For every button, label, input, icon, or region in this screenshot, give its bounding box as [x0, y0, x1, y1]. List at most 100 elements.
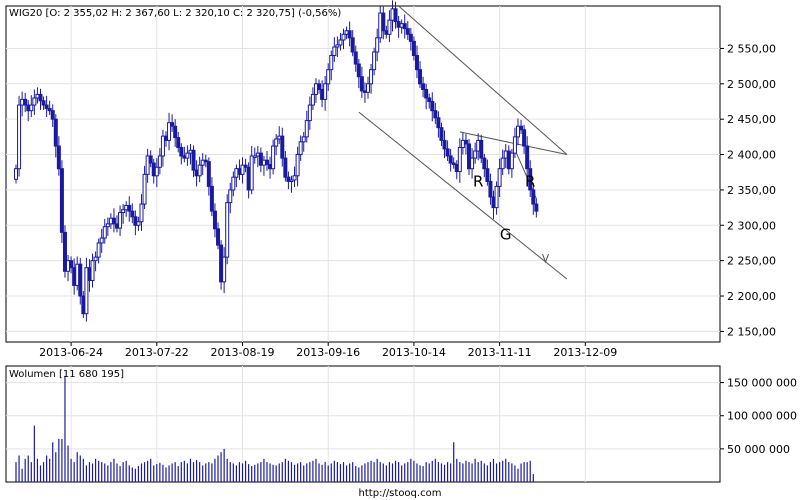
- candle-body: [427, 97, 432, 102]
- price-grid: [6, 6, 720, 342]
- candle-body: [289, 179, 294, 183]
- candle-body: [130, 210, 135, 218]
- candle-body: [197, 164, 202, 177]
- candle-body: [515, 125, 520, 138]
- price-x-tick-label: 2013-06-24: [39, 346, 103, 359]
- candle-body: [148, 155, 153, 164]
- candle-body: [503, 150, 508, 159]
- candle-body: [393, 8, 398, 23]
- price-y-tick-label: 2 400,00: [727, 149, 776, 162]
- candle-body: [26, 104, 31, 112]
- candle-body: [216, 228, 221, 246]
- pattern-label: R: [525, 172, 535, 190]
- candle-body: [14, 168, 18, 180]
- candle-body: [335, 44, 340, 48]
- candle-body: [59, 168, 64, 233]
- candle-body: [509, 152, 514, 170]
- candle-body: [243, 164, 248, 168]
- candle-body: [512, 136, 517, 154]
- candle-body: [75, 263, 80, 286]
- volume-y-tick-label: 50 000 000: [727, 443, 790, 456]
- price-x-axis: 2013-06-24 2013-07-22 2013-08-19 2013-09-16…: [39, 342, 617, 359]
- candle-body: [372, 51, 377, 71]
- candle-body: [167, 122, 172, 141]
- candle-body: [105, 223, 110, 228]
- candle-body: [384, 30, 389, 35]
- candle-body: [264, 159, 269, 165]
- candle-body: [32, 97, 37, 106]
- candle-body: [261, 159, 266, 166]
- candle-body: [494, 185, 499, 209]
- candle-body: [476, 139, 481, 152]
- pattern-label: G: [500, 225, 512, 243]
- price-legend: WIG20 [O: 2 355,02 H: 2 367,60 L: 2 320,…: [9, 8, 341, 19]
- candle-body: [454, 163, 459, 173]
- candle-body: [479, 139, 484, 159]
- volume-y-axis: 50 000 000 100 000 000 150 000 000: [720, 377, 797, 456]
- candle-body: [249, 155, 254, 191]
- candle-body: [488, 180, 493, 198]
- volume-y-tick-label: 100 000 000: [727, 410, 797, 423]
- candle-body: [396, 21, 401, 28]
- candle-body: [323, 83, 328, 100]
- candle-body: [405, 28, 410, 35]
- candle-body: [136, 221, 141, 226]
- candle-body: [56, 145, 61, 170]
- trend-line: [398, 5, 568, 155]
- candle-body: [209, 185, 214, 212]
- candle-body: [359, 76, 364, 92]
- candle-body: [173, 125, 178, 139]
- pattern-labels: R G R: [473, 172, 535, 243]
- arrow-head: [542, 253, 549, 264]
- candle-body: [268, 163, 273, 170]
- candle-body: [23, 98, 28, 106]
- candle-body: [234, 168, 239, 178]
- candle-body: [534, 203, 539, 212]
- candle-body: [203, 159, 208, 163]
- candle-body: [44, 104, 49, 110]
- candle-body: [430, 100, 435, 112]
- candle-body: [313, 83, 318, 95]
- candle-body: [176, 137, 181, 148]
- price-x-tick-label: 2013-12-09: [553, 346, 617, 359]
- candle-body: [29, 104, 34, 112]
- candle-body: [87, 267, 92, 281]
- candle-body: [252, 155, 257, 158]
- trend-lines: [358, 5, 568, 280]
- candle-body: [188, 149, 193, 154]
- candle-body: [99, 237, 104, 244]
- candle-body: [179, 146, 184, 157]
- candle-body: [118, 212, 123, 229]
- candle-body: [298, 141, 303, 156]
- candle-body: [307, 104, 312, 122]
- price-x-tick-label: 2013-10-14: [382, 346, 446, 359]
- candle-body: [421, 83, 426, 90]
- candle-body: [295, 154, 300, 177]
- candle-body: [185, 152, 190, 159]
- candle-body: [497, 168, 502, 187]
- volume-panel-frame: [5, 365, 721, 483]
- candle-body: [418, 69, 423, 85]
- candle-body: [102, 226, 107, 239]
- candle-body: [531, 189, 536, 205]
- candle-body: [127, 204, 132, 212]
- candle-body: [20, 98, 25, 106]
- candle-body: [341, 33, 346, 41]
- candle-body: [436, 117, 441, 129]
- candle-body: [442, 139, 447, 150]
- candle-body: [390, 8, 395, 21]
- candle-body: [500, 157, 505, 170]
- candle-body: [317, 83, 322, 90]
- candle-body: [286, 176, 291, 182]
- candle-body: [154, 166, 159, 177]
- candle-body: [519, 125, 524, 131]
- candle-body: [124, 204, 129, 211]
- candle-body: [194, 169, 199, 177]
- candle-body: [470, 157, 475, 170]
- price-y-tick-label: 2 450,00: [727, 113, 776, 126]
- candle-body: [332, 46, 337, 57]
- candle-body: [378, 12, 383, 39]
- candle-body: [81, 295, 86, 315]
- candle-body: [411, 40, 416, 57]
- candle-body: [139, 203, 144, 223]
